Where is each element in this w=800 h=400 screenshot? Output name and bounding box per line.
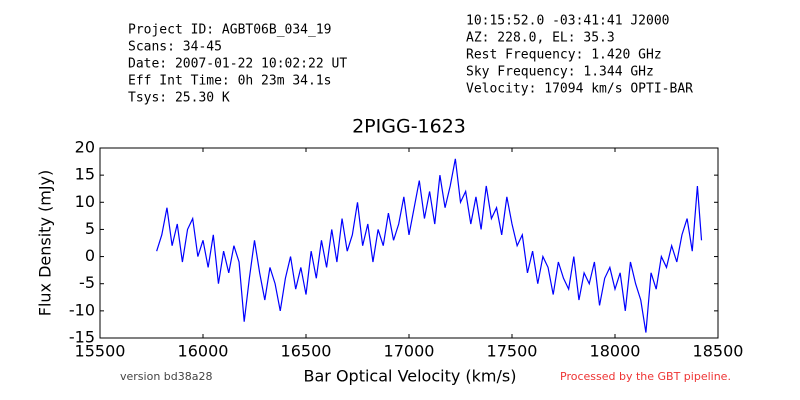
y-tick-label: 5 <box>85 219 95 238</box>
x-tick-label: 17500 <box>487 342 538 361</box>
plot-frame <box>99 147 719 339</box>
chart-title: 2PIGG-1623 <box>352 116 466 138</box>
header-left-line: Eff Int Time: 0h 23m 34.1s <box>128 74 332 89</box>
header-left-line: Project ID: AGBT06B_034_19 <box>128 23 332 38</box>
header-right-line: Velocity: 17094 km/s OPTI-BAR <box>466 82 693 97</box>
x-tick-label: 17000 <box>384 342 435 361</box>
y-tick-label: 15 <box>75 165 95 184</box>
x-tick-label: 16000 <box>178 342 229 361</box>
y-tick-label: 0 <box>85 246 95 265</box>
y-axis-label: Flux Density (mJy) <box>36 170 55 317</box>
y-tick-label: -10 <box>69 300 95 319</box>
pipeline-label: Processed by the GBT pipeline. <box>560 370 731 383</box>
y-tick-label: 10 <box>75 192 95 211</box>
header-right-line: AZ: 228.0, EL: 35.3 <box>466 31 615 46</box>
header-right-line: Sky Frequency: 1.344 GHz <box>466 65 654 80</box>
header-left-line: Date: 2007-01-22 10:02:22 UT <box>128 57 347 72</box>
x-axis-label: Bar Optical Velocity (km/s) <box>304 367 517 386</box>
header-left-line: Tsys: 25.30 K <box>128 91 230 106</box>
x-tick-label: 16500 <box>281 342 332 361</box>
y-tick-label: -5 <box>79 273 95 292</box>
y-tick-label: -15 <box>69 328 95 347</box>
x-tick-label: 15500 <box>75 342 126 361</box>
header-right-line: 10:15:52.0 -03:41:41 J2000 <box>466 14 670 29</box>
header-right-line: Rest Frequency: 1.420 GHz <box>466 48 662 63</box>
header-left-line: Scans: 34-45 <box>128 40 222 55</box>
y-tick-label: 20 <box>75 138 95 157</box>
spectrum-line <box>156 158 703 333</box>
x-tick-label: 18000 <box>590 342 641 361</box>
x-tick-label: 18500 <box>693 342 744 361</box>
version-label: version bd38a28 <box>120 370 213 383</box>
